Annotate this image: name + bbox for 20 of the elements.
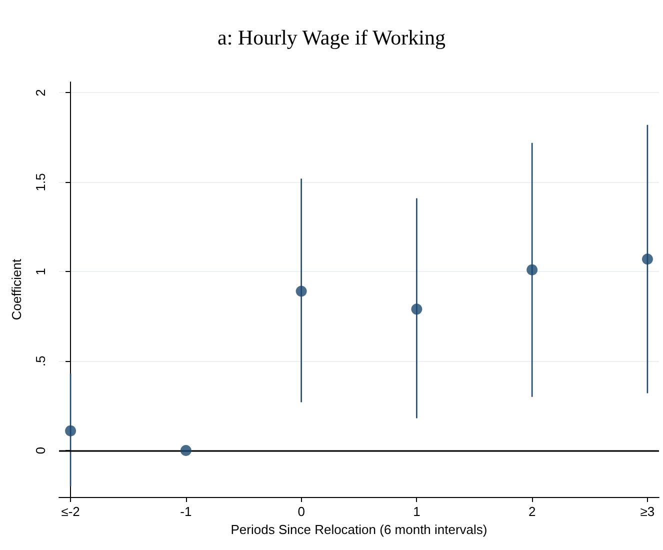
point xyxy=(65,425,76,436)
point xyxy=(642,254,653,265)
x-tick-label: 2 xyxy=(528,504,536,519)
x-tick-label: ≥3 xyxy=(640,504,655,519)
y-tick-label: 0 xyxy=(33,446,48,454)
x-axis-title: Periods Since Relocation (6 month intervals) xyxy=(230,522,488,537)
y-tick-label: .5 xyxy=(33,356,48,366)
point xyxy=(526,264,538,276)
y-axis-title: Coefficient xyxy=(9,258,24,320)
point xyxy=(411,304,422,315)
y-tick-label: 1 xyxy=(33,268,48,276)
x-tick-label: 1 xyxy=(413,504,420,519)
x-tick-label: ≤-2 xyxy=(61,504,80,519)
point xyxy=(296,286,307,297)
x-tick-label: 0 xyxy=(298,504,305,519)
y-tick-label: 2 xyxy=(33,89,48,96)
point xyxy=(180,444,192,456)
y-tick-label: 1.5 xyxy=(33,173,48,192)
x-tick-label: -1 xyxy=(180,504,192,519)
chart-title: a: Hourly Wage if Working xyxy=(218,26,446,50)
